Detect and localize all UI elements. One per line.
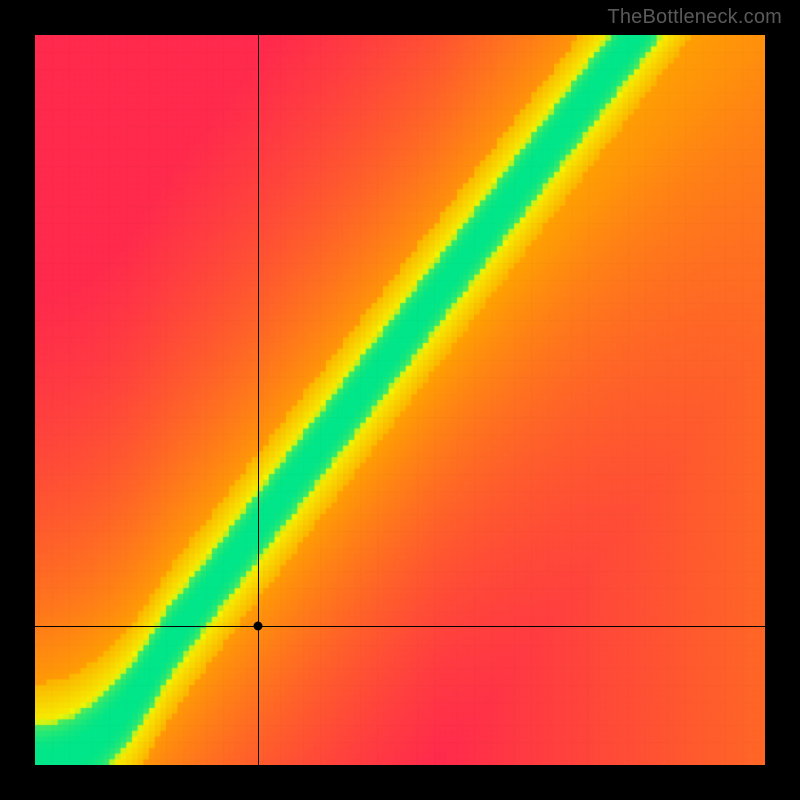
chart-container: TheBottleneck.com <box>0 0 800 800</box>
heatmap-canvas <box>35 35 765 765</box>
crosshair-horizontal <box>35 626 765 627</box>
plot-area <box>35 35 765 765</box>
watermark-text: TheBottleneck.com <box>607 6 782 29</box>
crosshair-vertical <box>258 35 259 765</box>
marker-dot <box>253 622 262 631</box>
